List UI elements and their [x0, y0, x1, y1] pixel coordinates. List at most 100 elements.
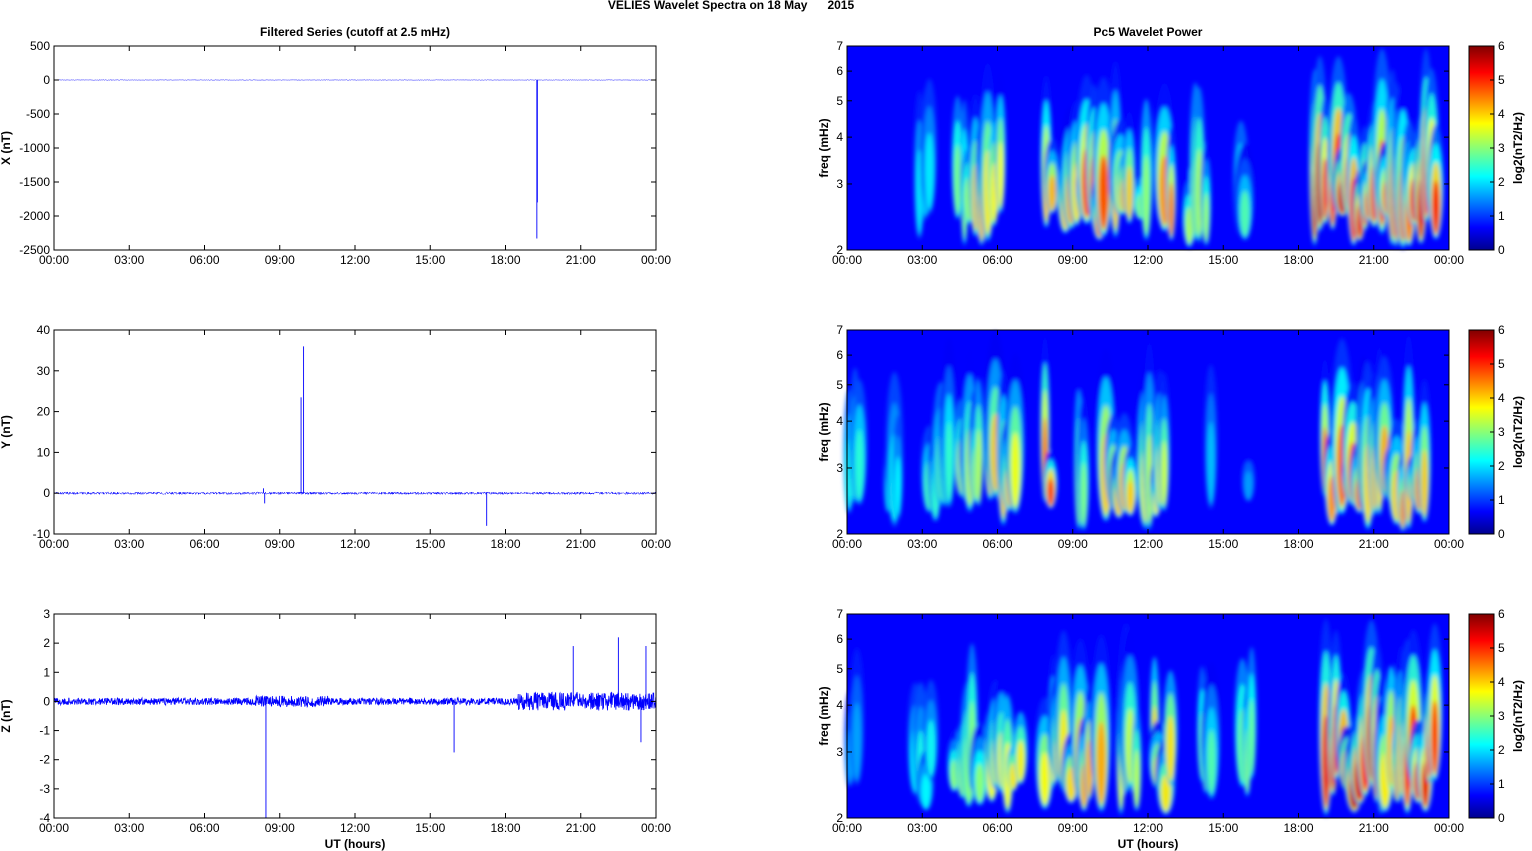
y-tick-label: 7 — [836, 39, 843, 53]
heatmap-blobs — [844, 618, 1443, 817]
power-blob — [926, 719, 936, 777]
right-column-title: Pc5 Wavelet Power — [1094, 25, 1203, 39]
x-tick-label: 18:00 — [490, 253, 520, 267]
power-blob — [1096, 721, 1107, 804]
y-tick-label: 40 — [37, 323, 51, 337]
trace-line — [53, 691, 657, 711]
y-axis-label: Y (nT) — [0, 415, 13, 449]
y-tick-label: 7 — [836, 323, 843, 337]
x-axis-label-right: UT (hours) — [1118, 837, 1179, 851]
x-power-colorbar: 6 5 4 3 2 1 0 log2(nT2/Hz) — [1468, 39, 1525, 257]
x-tick-label: 00:00 — [641, 821, 671, 835]
power-blob — [1432, 180, 1440, 234]
y-tick-label: 4 — [836, 414, 843, 428]
plot-area — [54, 330, 656, 534]
power-blob — [954, 144, 962, 215]
x-tick-label: 12:00 — [1133, 821, 1163, 835]
x-tick-label: 06:00 — [189, 821, 219, 835]
colorbar-tick-label: 2 — [1498, 743, 1505, 757]
colorbar-tick-label: 2 — [1498, 175, 1505, 189]
y-tick-label: 20 — [37, 405, 51, 419]
y-tick-label: 2 — [836, 811, 843, 825]
y-tick-label: 6 — [836, 348, 843, 362]
power-blob — [921, 774, 931, 809]
x-tick-label: 18:00 — [1283, 537, 1313, 551]
x-tick-label: 21:00 — [566, 253, 596, 267]
power-blob — [1098, 155, 1109, 230]
colorbar-tick-label: 3 — [1498, 425, 1505, 439]
x-tick-label: 15:00 — [1208, 253, 1238, 267]
y-tick-label: 1 — [43, 665, 50, 679]
y-axis-label: Z (nT) — [0, 699, 13, 732]
x-tick-label: 09:00 — [1058, 253, 1088, 267]
x-tick-label: 12:00 — [1133, 253, 1163, 267]
colorbar-tick-label: 3 — [1498, 141, 1505, 155]
power-blob — [1133, 749, 1140, 807]
x-tick-label: 03:00 — [907, 537, 937, 551]
colorbar-label: log2(nT2/Hz) — [1511, 396, 1525, 468]
y-tick-label: 0 — [43, 73, 50, 87]
y-tick-label: 7 — [836, 607, 843, 621]
y-power-panel: 00:00 03:00 06:00 09:00 12:00 15:00 18:00 21:00… — [817, 323, 1464, 551]
x-tick-label: 00:00 — [1434, 253, 1464, 267]
x-tick-label: 09:00 — [265, 537, 295, 551]
x-tick-label: 18:00 — [490, 821, 520, 835]
y-tick-label: -500 — [26, 107, 50, 121]
y-tick-label: 5 — [836, 378, 843, 392]
y-axis-label: freq (mHz) — [817, 118, 831, 177]
power-blob — [1322, 158, 1328, 219]
y-tick-label: 5 — [836, 662, 843, 676]
power-blob — [1040, 752, 1050, 805]
y-power-colorbar: 6 5 4 3 2 1 0 log2(nT2/Hz) — [1468, 323, 1525, 541]
x-tick-label: 00:00 — [39, 253, 69, 267]
power-blob — [1048, 175, 1056, 211]
x-tick-label: 00:00 — [832, 821, 862, 835]
colorbar-gradient — [1468, 45, 1495, 251]
x-tick-label: 15:00 — [415, 537, 445, 551]
y-tick-label: -1500 — [19, 175, 50, 189]
x-tick-label: 06:00 — [982, 537, 1012, 551]
x-tick-label: 15:00 — [1208, 821, 1238, 835]
power-blob — [1203, 192, 1209, 242]
colorbar-tick-label: 0 — [1498, 527, 1505, 541]
x-tick-label: 03:00 — [114, 537, 144, 551]
x-tick-label: 00:00 — [39, 821, 69, 835]
x-tick-label: 06:00 — [189, 253, 219, 267]
colorbar-label: log2(nT2/Hz) — [1511, 112, 1525, 184]
power-blob — [1244, 471, 1253, 500]
power-blob — [855, 429, 864, 500]
power-blob — [1240, 190, 1250, 237]
y-tick-label: 2 — [43, 636, 50, 650]
y-series-panel: 00:00 03:00 06:00 09:00 12:00 15:00 18:00 21:00… — [0, 323, 671, 551]
power-blob — [1421, 449, 1428, 516]
y-tick-label: -2000 — [19, 209, 50, 223]
x-tick-label: 18:00 — [1283, 821, 1313, 835]
x-tick-label: 06:00 — [189, 537, 219, 551]
colorbar-tick-label: 6 — [1498, 607, 1505, 621]
x-tick-label: 21:00 — [566, 537, 596, 551]
y-tick-label: 500 — [30, 39, 50, 53]
power-blob — [975, 763, 985, 802]
y-tick-label: 2 — [836, 527, 843, 541]
trace-line — [53, 491, 657, 496]
y-tick-label: -4 — [39, 811, 50, 825]
colorbar-gradient — [1468, 329, 1495, 535]
power-blob — [1126, 166, 1133, 219]
y-tick-label: -2 — [39, 753, 50, 767]
y-tick-label: 3 — [836, 461, 843, 475]
heatmap-blobs — [913, 48, 1444, 250]
colorbar-tick-label: 2 — [1498, 459, 1505, 473]
power-blob — [1195, 148, 1203, 237]
x-tick-label: 12:00 — [340, 821, 370, 835]
x-tick-label: 06:00 — [982, 821, 1012, 835]
x-tick-label: 21:00 — [1359, 537, 1389, 551]
power-blob — [1207, 729, 1216, 794]
x-tick-label: 18:00 — [490, 537, 520, 551]
plot-area — [54, 46, 656, 250]
z-series-panel: 00:00 03:00 06:00 09:00 12:00 15:00 18:00 21:00… — [0, 607, 671, 835]
z-power-panel: 00:00 03:00 06:00 09:00 12:00 15:00 18:00 21:00… — [817, 607, 1464, 835]
y-tick-label: 6 — [836, 64, 843, 78]
x-tick-label: 03:00 — [114, 253, 144, 267]
power-blob — [997, 141, 1004, 208]
z-power-colorbar: 6 5 4 3 2 1 0 log2(nT2/Hz) — [1468, 607, 1525, 825]
